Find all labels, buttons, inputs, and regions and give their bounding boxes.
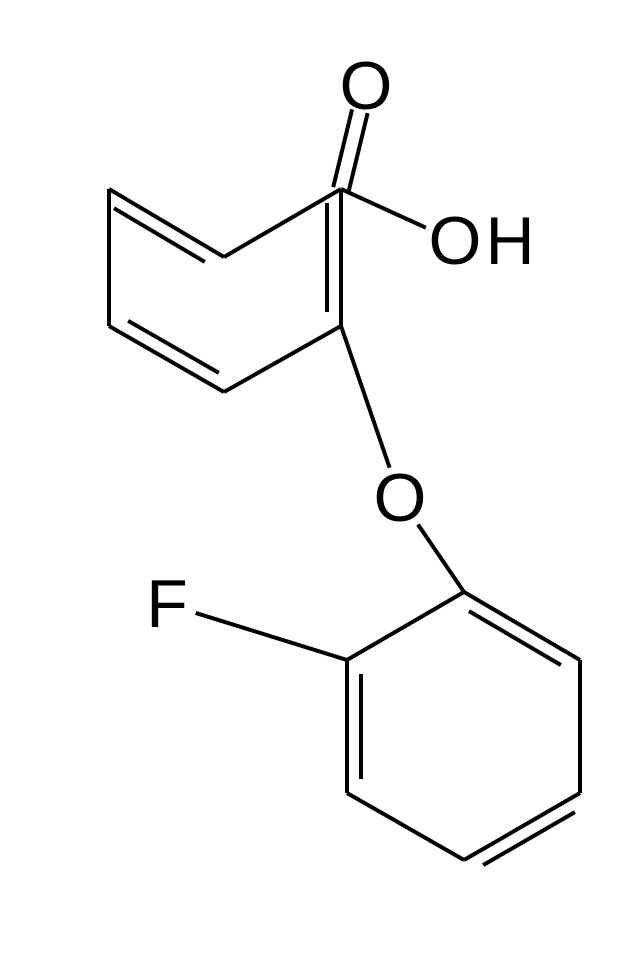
atom-label-H_oh: H bbox=[485, 203, 534, 279]
atom-label-F: F bbox=[146, 566, 188, 642]
labels-layer: OOHOF bbox=[146, 48, 534, 642]
chemical-structure-diagram: OOHOF bbox=[0, 0, 640, 955]
atom-label-O_ether: O bbox=[374, 460, 427, 536]
atom-label-O_oh: O bbox=[429, 203, 482, 279]
atom-label-O_top: O bbox=[340, 48, 393, 124]
